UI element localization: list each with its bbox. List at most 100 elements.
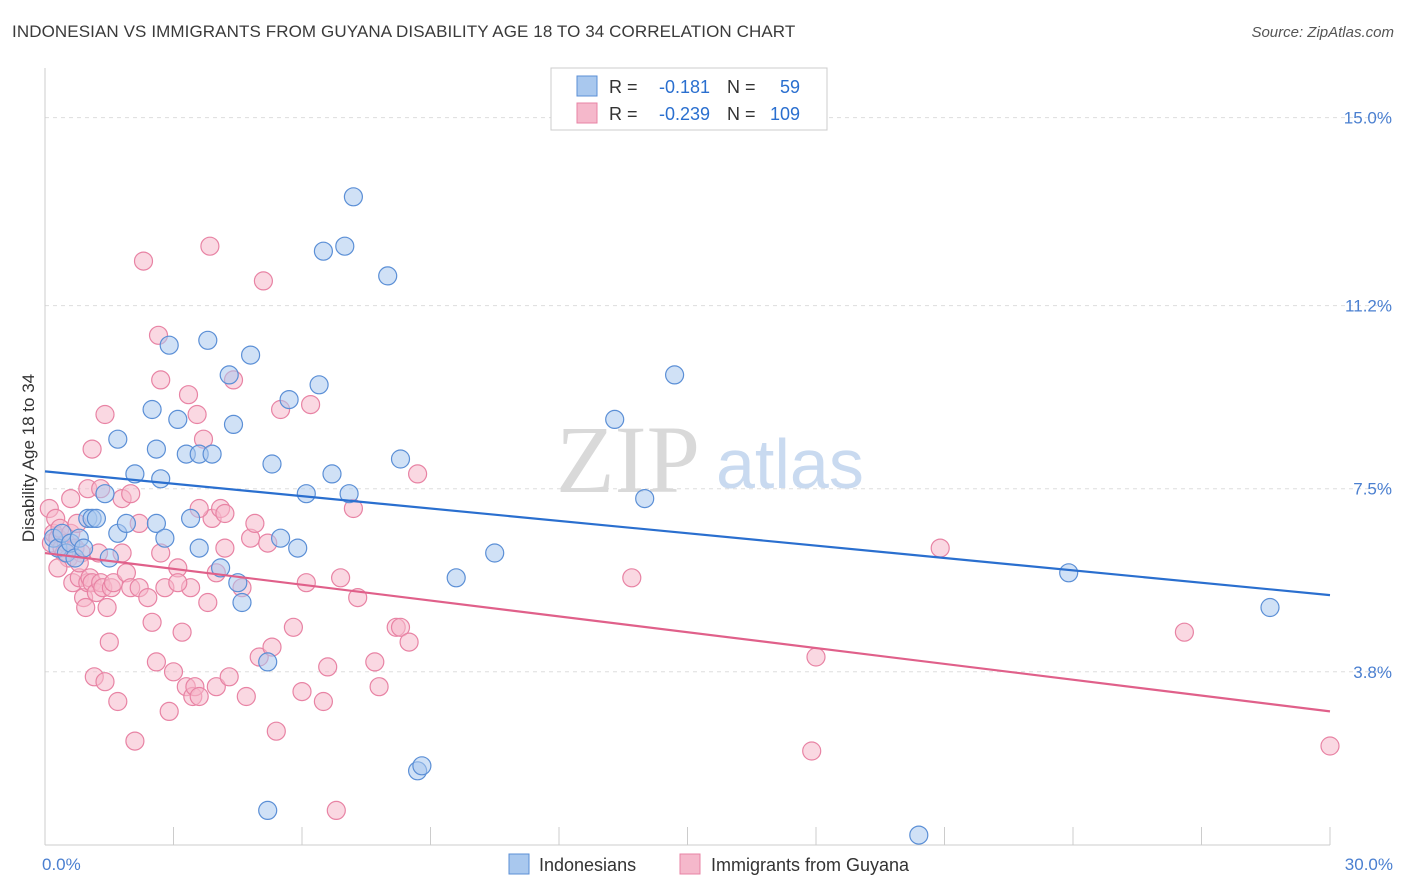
- point-guyana: [168, 573, 188, 593]
- point-indonesians: [95, 484, 115, 504]
- point-guyana: [138, 587, 158, 608]
- point-guyana: [159, 701, 179, 722]
- point-guyana: [82, 439, 102, 459]
- legend-label-indonesians: Indonesians: [539, 855, 636, 875]
- y-tick-label: 11.2%: [1345, 297, 1392, 316]
- point-guyana: [318, 657, 338, 677]
- point-guyana: [61, 489, 81, 509]
- point-indonesians: [159, 335, 179, 355]
- stats-n-label-2: N =: [727, 104, 756, 124]
- point-guyana: [1174, 622, 1195, 642]
- point-indonesians: [1059, 563, 1079, 583]
- point-indonesians: [219, 365, 239, 385]
- point-guyana: [133, 251, 154, 271]
- point-indonesians: [258, 800, 278, 821]
- point-indonesians: [155, 528, 175, 548]
- point-guyana: [266, 721, 286, 741]
- point-indonesians: [279, 390, 299, 410]
- trendline-guyana: [44, 551, 1331, 713]
- axes: [44, 68, 1331, 846]
- point-indonesians: [322, 464, 342, 484]
- stats-legend: R = -0.181 N = 59 R = -0.239 N = 109: [550, 67, 828, 131]
- point-guyana: [172, 622, 192, 642]
- point-guyana: [125, 731, 145, 751]
- point-guyana: [142, 612, 162, 632]
- point-guyana: [146, 652, 166, 672]
- legend-label-guyana: Immigrants from Guyana: [711, 855, 910, 875]
- point-guyana: [215, 538, 235, 558]
- point-indonesians: [485, 543, 505, 563]
- point-indonesians: [262, 454, 282, 474]
- point-guyana: [399, 632, 419, 652]
- trendline-indonesians: [44, 470, 1331, 597]
- series-legend: Indonesians Immigrants from Guyana: [508, 853, 910, 875]
- point-guyana: [292, 681, 312, 702]
- point-guyana: [95, 404, 115, 425]
- point-guyana: [253, 271, 273, 291]
- point-indonesians: [142, 399, 162, 420]
- point-indonesians: [339, 484, 359, 504]
- stats-swatch-indonesians: [576, 75, 598, 97]
- y-tick-label: 15.0%: [1344, 109, 1392, 128]
- point-guyana: [326, 800, 346, 821]
- point-indonesians: [1260, 597, 1280, 618]
- point-indonesians: [99, 548, 119, 568]
- point-indonesians: [223, 414, 244, 434]
- point-indonesians: [108, 429, 128, 449]
- point-indonesians: [378, 266, 398, 286]
- point-guyana: [301, 395, 321, 415]
- y-tick-label: 7.5%: [1353, 480, 1392, 499]
- point-guyana: [806, 647, 826, 667]
- point-indonesians: [189, 538, 209, 558]
- point-guyana: [245, 513, 265, 534]
- y-tick-label: 3.8%: [1353, 663, 1392, 682]
- point-guyana: [178, 385, 199, 405]
- point-indonesians: [241, 345, 261, 365]
- point-guyana: [108, 691, 128, 712]
- point-guyana: [151, 370, 171, 390]
- series-guyana: [39, 236, 1340, 821]
- point-guyana: [236, 686, 256, 707]
- point-guyana: [219, 667, 239, 687]
- point-indonesians: [146, 513, 166, 534]
- point-guyana: [622, 568, 642, 588]
- point-guyana: [206, 677, 226, 697]
- point-indonesians: [664, 365, 685, 385]
- point-guyana: [187, 404, 207, 425]
- point-guyana: [215, 503, 235, 524]
- point-guyana: [99, 632, 119, 652]
- y-axis-label: Disability Age 18 to 34: [19, 374, 38, 542]
- watermark-atlas: atlas: [716, 425, 864, 503]
- trend-layer: [44, 470, 1331, 713]
- point-guyana: [163, 662, 184, 682]
- point-indonesians: [909, 825, 929, 845]
- tick-labels: 3.8% 7.5% 11.2% 15.0% 0.0% 30.0%: [42, 109, 1393, 874]
- stats-n-value-1: 59: [780, 77, 800, 97]
- point-guyana: [76, 597, 96, 618]
- point-indonesians: [605, 409, 625, 429]
- point-guyana: [189, 686, 209, 707]
- point-indonesians: [146, 439, 166, 459]
- point-guyana: [296, 573, 316, 593]
- point-guyana: [313, 691, 333, 712]
- legend-swatch-guyana: [679, 853, 701, 875]
- stats-n-value-2: 109: [770, 104, 800, 124]
- point-indonesians: [125, 464, 145, 484]
- series-layer: [39, 187, 1340, 845]
- point-guyana: [97, 597, 117, 618]
- point-guyana: [198, 592, 218, 613]
- watermark: ZIP atlas: [556, 406, 864, 513]
- point-indonesians: [198, 330, 218, 350]
- point-indonesians: [313, 241, 333, 261]
- point-guyana: [369, 677, 389, 697]
- stats-r-label-1: R =: [609, 77, 638, 97]
- stats-n-label-1: N =: [727, 77, 756, 97]
- point-guyana: [48, 558, 68, 578]
- watermark-zip: ZIP: [556, 406, 700, 513]
- stats-swatch-guyana: [576, 102, 598, 124]
- point-indonesians: [271, 528, 291, 548]
- legend-swatch-indonesians: [508, 853, 530, 875]
- point-guyana: [930, 538, 950, 558]
- x-tick-label: 30.0%: [1345, 855, 1393, 874]
